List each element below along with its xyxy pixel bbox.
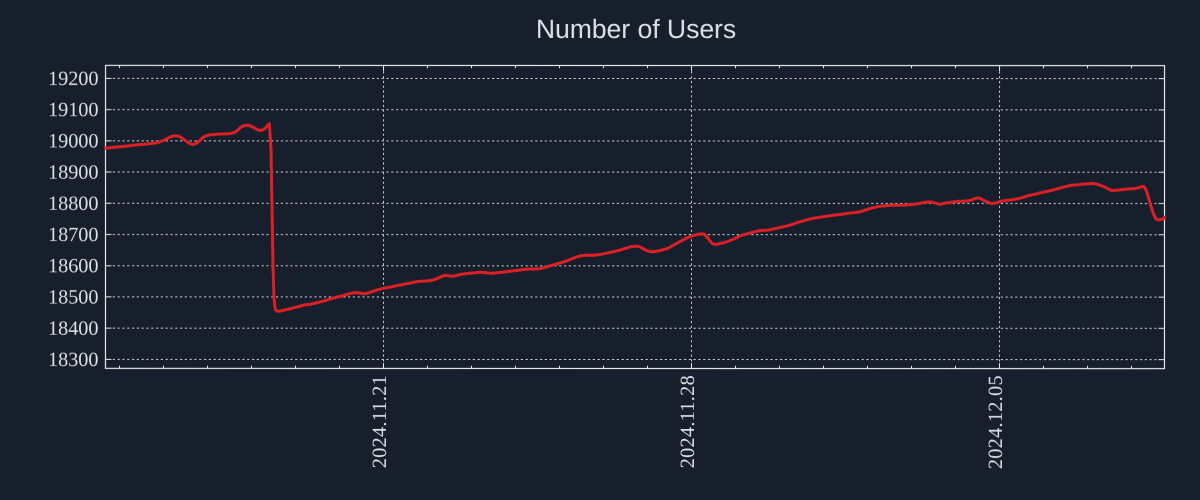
svg-text:2024.11.28: 2024.11.28 bbox=[677, 375, 699, 468]
svg-text:2024.11.21: 2024.11.21 bbox=[369, 375, 391, 468]
svg-text:18500: 18500 bbox=[48, 286, 98, 308]
svg-text:18300: 18300 bbox=[48, 349, 98, 371]
svg-text:19200: 19200 bbox=[48, 68, 98, 90]
svg-text:18900: 18900 bbox=[48, 162, 98, 184]
svg-text:19100: 19100 bbox=[48, 99, 98, 121]
svg-text:19000: 19000 bbox=[48, 130, 98, 152]
svg-text:2024.12.05: 2024.12.05 bbox=[985, 375, 1007, 469]
svg-text:18700: 18700 bbox=[48, 224, 98, 246]
svg-text:Number of Users: Number of Users bbox=[536, 14, 736, 44]
svg-text:18600: 18600 bbox=[48, 255, 98, 277]
svg-text:18400: 18400 bbox=[48, 318, 98, 340]
svg-text:18800: 18800 bbox=[48, 193, 98, 215]
